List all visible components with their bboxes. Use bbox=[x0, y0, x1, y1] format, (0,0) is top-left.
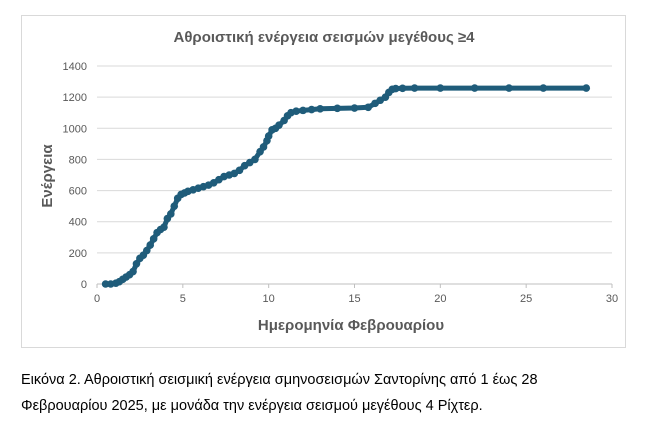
y-tick-label: 1400 bbox=[63, 61, 87, 73]
data-point bbox=[132, 259, 141, 268]
chart-frame: 0 200 400 600 800 1000 1200 1400 0 5 10 15 20 25 30 Αθ… bbox=[21, 15, 626, 348]
data-point bbox=[292, 107, 300, 115]
data-point bbox=[160, 223, 168, 231]
data-point bbox=[316, 105, 324, 113]
data-point bbox=[539, 84, 548, 92]
data-point bbox=[364, 103, 373, 112]
y-tick-label: 400 bbox=[69, 217, 87, 229]
x-tick-label: 25 bbox=[520, 293, 532, 305]
data-point bbox=[398, 84, 407, 93]
y-axis-label: Ενέργεια bbox=[39, 144, 56, 208]
x-tick-label: 20 bbox=[434, 293, 446, 305]
data-point bbox=[170, 202, 179, 210]
data-point bbox=[129, 267, 137, 276]
data-point bbox=[149, 235, 158, 243]
y-tick-label: 1200 bbox=[63, 92, 87, 104]
y-tick-label: 0 bbox=[81, 279, 87, 291]
data-point bbox=[167, 210, 175, 218]
x-tick-label: 10 bbox=[263, 293, 275, 305]
x-tick-label: 0 bbox=[94, 293, 100, 305]
data-point bbox=[410, 84, 419, 92]
data-point bbox=[299, 106, 307, 115]
chart-svg: 0 200 400 600 800 1000 1200 1400 0 5 10 15 20 25 30 Αθ… bbox=[39, 29, 619, 334]
data-point bbox=[470, 84, 479, 92]
series-line bbox=[103, 85, 589, 287]
chart-title: Αθροιστική ενέργεια σεισμών μεγέθους ≥4 bbox=[173, 29, 475, 46]
data-point bbox=[582, 84, 591, 92]
x-tick-label: 5 bbox=[180, 293, 186, 305]
grid-layer bbox=[97, 65, 612, 254]
x-axis-label: Ημερομηνία Φεβρουαρίου bbox=[258, 317, 444, 334]
data-point bbox=[350, 104, 359, 112]
series-layer bbox=[101, 84, 591, 288]
figure-caption-line-2: Φεβρουαρίου 2025, με μονάδα την ενέργεια… bbox=[21, 398, 483, 414]
data-point bbox=[436, 84, 445, 92]
figure-caption-line-1: Εικόνα 2. Αθροιστική σεισμική ενέργεια σ… bbox=[21, 372, 538, 388]
data-point bbox=[259, 143, 268, 151]
y-tick-label: 600 bbox=[69, 186, 87, 198]
data-point bbox=[275, 121, 283, 129]
data-point bbox=[505, 84, 513, 92]
y-tick-label: 200 bbox=[69, 248, 87, 260]
data-point bbox=[307, 105, 316, 114]
y-tick-label: 1000 bbox=[63, 123, 87, 135]
data-point bbox=[391, 84, 400, 93]
data-point bbox=[142, 246, 151, 255]
y-tick-label: 800 bbox=[69, 154, 87, 166]
data-point bbox=[333, 104, 342, 113]
data-point bbox=[235, 166, 244, 175]
data-point bbox=[146, 241, 155, 249]
axis-layer: 0 200 400 600 800 1000 1200 1400 0 5 10 15 20 25 30 bbox=[63, 61, 619, 305]
x-tick-label: 15 bbox=[348, 293, 360, 305]
data-point bbox=[264, 132, 273, 140]
x-tick-label: 30 bbox=[606, 293, 618, 305]
data-point bbox=[251, 155, 259, 164]
